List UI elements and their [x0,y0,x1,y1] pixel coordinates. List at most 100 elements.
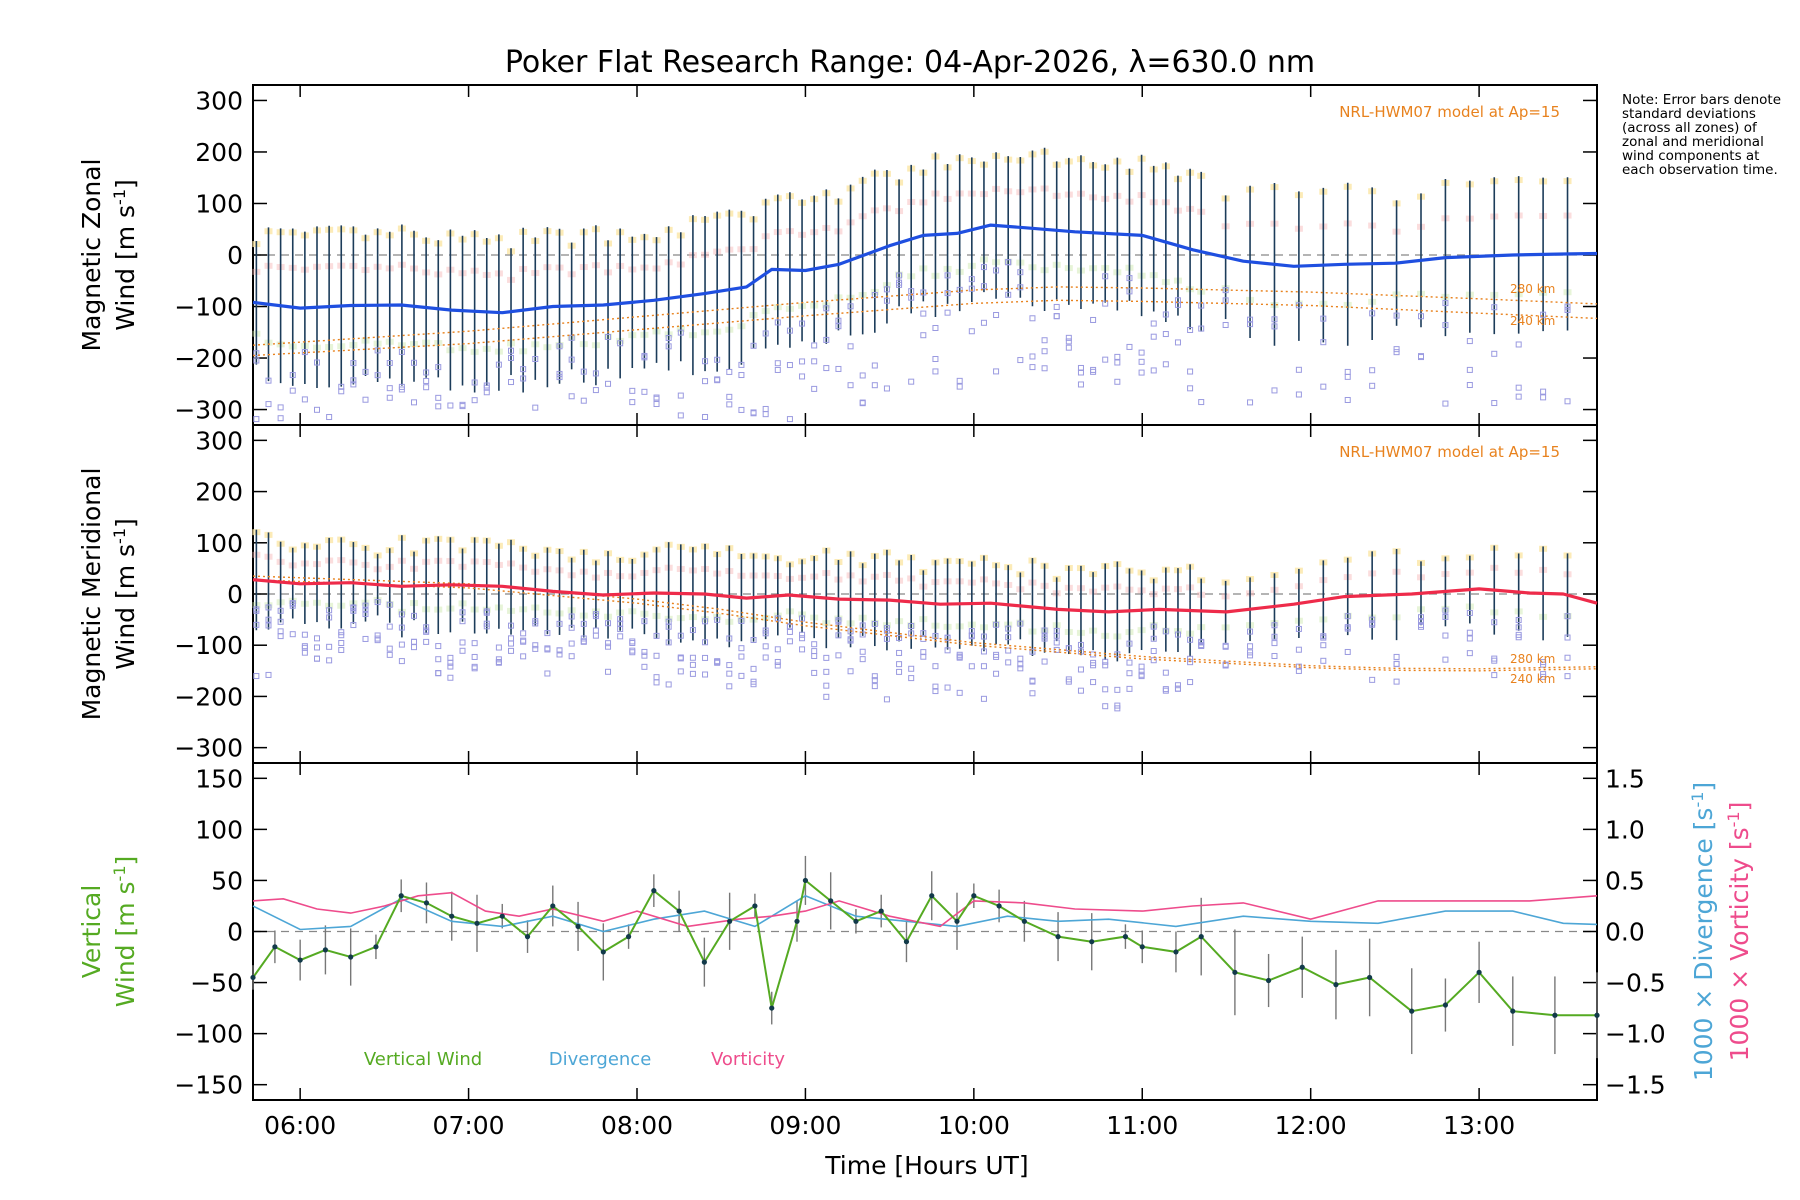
zone-sample [1090,368,1097,375]
zone-sample [629,638,636,645]
zone-sample [968,285,975,292]
zone-sample [1491,400,1498,407]
legend-item: Divergence [549,1049,652,1070]
zone-sample [944,272,951,279]
zone-sample [277,607,284,614]
zone-sample [811,342,818,349]
zone-sample [447,659,454,666]
zone-sample [374,632,381,639]
zone-sample [1138,358,1145,365]
zone-sample [592,613,599,620]
zone-sample [968,328,975,335]
y-tick-label: −100 [174,631,243,660]
zone-sample [1247,652,1254,659]
zone-sample [762,330,769,337]
model-curve-label: 240 km [1510,314,1555,328]
zone-sample [653,401,660,408]
zone-sample [908,378,915,385]
zone-sample [617,633,624,640]
zone-sample [605,668,612,675]
zone-sample [1466,338,1473,345]
zone-sample [1029,315,1036,322]
zone-sample [1515,384,1522,391]
zone-sample [556,370,563,377]
zone-sample [1564,673,1571,680]
zone-sample [750,342,757,349]
zone-sample [1442,300,1449,307]
zone-sample [1126,343,1133,350]
zone-sample [520,366,527,373]
zone-sample [1150,635,1157,642]
zone-sample [883,696,890,703]
zone-sample [653,674,660,681]
zone-sample [1162,669,1169,676]
zone-sample [265,622,272,629]
zone-sample [1466,609,1473,616]
zone-sample [762,411,769,418]
zone-sample [1162,331,1169,338]
zone-sample [1090,659,1097,666]
zone-sample [980,319,987,326]
zone-sample [1029,648,1036,655]
zone-sample [520,637,527,644]
vertical-wind-point [828,898,834,904]
zone-sample [617,616,624,623]
vertical-wind-point [1055,934,1061,940]
zone-sample [702,654,709,661]
zone-sample [823,336,830,343]
zone-sample [920,310,927,317]
zone-sample [592,627,599,634]
zone-sample [774,662,781,669]
zone-sample [993,267,1000,274]
zone-sample [374,372,381,379]
zone-sample [362,396,369,403]
zone-sample [871,683,878,690]
zone-sample [738,617,745,624]
zone-sample [932,688,939,695]
y-tick-label: 150 [195,764,243,793]
zone-sample [471,397,478,404]
zone-sample [1515,617,1522,624]
zone-sample [1174,685,1181,692]
zone-sample [253,621,260,628]
zone-sample [398,611,405,618]
zone-sample [1393,346,1400,353]
zone-sample [871,292,878,299]
zone-sample [1017,284,1024,291]
zone-sample [1442,632,1449,639]
zone-sample [1222,297,1229,304]
zone-sample [956,689,963,696]
zone-sample [1222,287,1229,294]
zone-sample [1491,304,1498,311]
zone-sample [1222,321,1229,328]
zone-sample [520,653,527,660]
zone-sample [980,633,987,640]
zone-sample [859,648,866,655]
zone-sample [1077,666,1084,673]
y-axis-label-line1: Vertical [77,885,106,979]
zone-sample [411,638,418,645]
zone-sample [1247,643,1254,650]
zone-sample [423,369,430,376]
vertical-wind-point [701,959,707,965]
zone-sample [459,403,466,410]
y-tick-label: 300 [195,86,243,115]
panel-meridional: −300 −200 −100 0 100 200 300 Magnetic Meridiona… [77,424,1598,764]
vertical-wind-point [929,893,935,899]
zone-sample [1466,635,1473,642]
zone-sample [1126,288,1133,295]
right-tick-label: 1.0 [1605,815,1645,844]
y-tick-label: 100 [195,529,243,558]
zone-sample [689,670,696,677]
zone-sample [338,632,345,639]
vertical-wind-point [322,947,329,953]
y-tick-label: −100 [174,1020,243,1049]
zone-sample [423,627,430,634]
zone-sample [580,620,587,627]
zone-sample [1344,396,1351,403]
zone-sample [1540,311,1547,318]
vertical-wind-point [297,957,303,963]
zone-sample [1017,665,1024,672]
zone-sample [1466,629,1473,636]
